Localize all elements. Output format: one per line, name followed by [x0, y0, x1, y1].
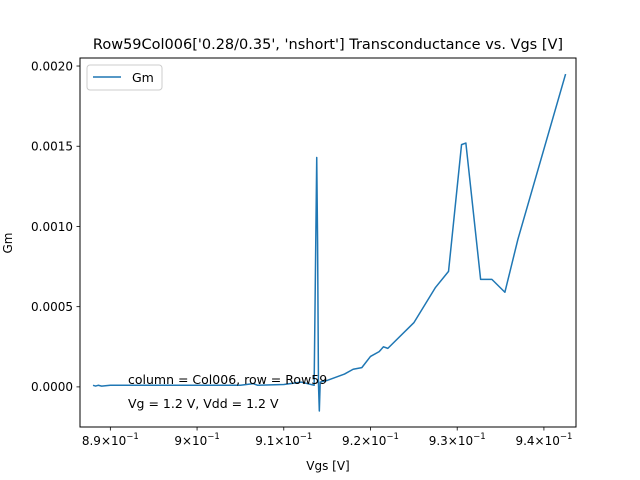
legend-label-gm: Gm	[132, 70, 154, 85]
x-tick-label: 9.3×10−1	[429, 432, 486, 448]
legend-box	[86, 64, 163, 91]
y-axis-label: Gm	[1, 233, 15, 254]
y-axis-ticks: 0.0000 0.0005 0.0010 0.0015 0.0020	[31, 59, 80, 394]
x-tick-label: 9.2×10−1	[342, 432, 399, 448]
legend: Gm	[86, 64, 163, 91]
y-tick-label: 0.0005	[31, 300, 73, 314]
x-tick-label: 8.9×10−1	[82, 432, 139, 448]
y-tick-label: 0.0020	[31, 59, 73, 73]
plot-area	[80, 58, 576, 427]
plot-frame	[79, 57, 577, 428]
x-axis-ticks: 8.9×10−1 9×10−1 9.1×10−1 9.2×10−1 9.3×10−1 9.…	[82, 427, 572, 448]
y-tick-label: 0.0000	[31, 380, 73, 394]
annotation-voltages: Vg = 1.2 V, Vdd = 1.2 V	[128, 396, 279, 411]
x-axis-label: Vgs [V]	[306, 459, 349, 473]
x-tick-label: 9.1×10−1	[255, 432, 312, 448]
y-tick-label: 0.0010	[31, 220, 73, 234]
x-tick-label: 9×10−1	[174, 432, 220, 448]
series-layer	[92, 73, 567, 412]
chart-title: Row59Col006['0.28/0.35', 'nshort'] Trans…	[93, 37, 563, 53]
series-line-gm	[92, 73, 567, 412]
annotation-layer: column = Col006, row = Row59 Vg = 1.2 V,…	[128, 372, 327, 411]
x-tick-label: 9.4×10−1	[515, 432, 572, 448]
y-tick-label: 0.0015	[31, 140, 73, 154]
annotation-column-row: column = Col006, row = Row59	[128, 372, 327, 387]
